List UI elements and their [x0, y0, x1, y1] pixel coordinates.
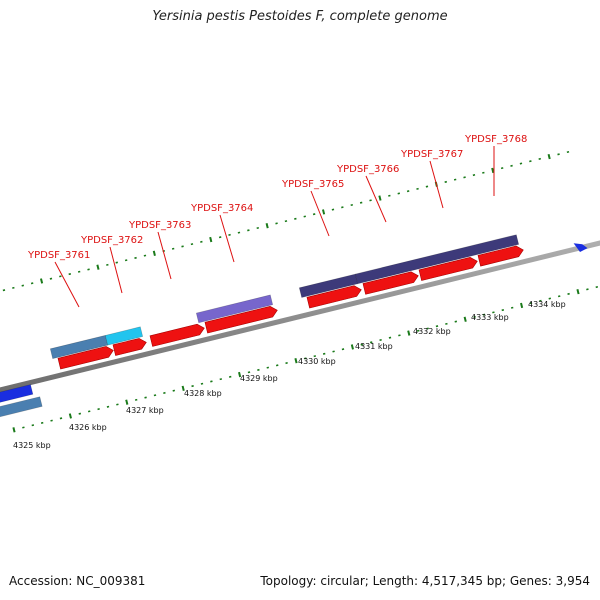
outer-tick-major: [491, 167, 495, 174]
scale-label: 4332 kbp: [413, 327, 451, 336]
gene-bar-left-steel: [0, 396, 43, 418]
scale-label: 4330 kbp: [298, 357, 336, 366]
cds-arrow: [362, 271, 419, 295]
cds-arrow: [477, 245, 524, 267]
inner-tick-major: [576, 288, 580, 295]
leader-line: [365, 175, 387, 223]
inner-tick-major: [350, 344, 354, 350]
cds-arrow: [306, 285, 362, 309]
scale-ticks-outer: [2, 150, 570, 292]
scale-ticks-inner: [12, 285, 599, 433]
gene-label: YPDSF_3763: [128, 220, 191, 231]
inner-tick-major: [463, 316, 467, 322]
inner-tick-major: [181, 385, 185, 392]
outer-tick-major: [265, 223, 269, 229]
leader-line: [109, 246, 123, 294]
gene-features: [0, 234, 588, 418]
inner-tick-major: [407, 330, 411, 336]
leader-line: [429, 160, 444, 209]
topology-text: Topology: circular; Length: 4,517,345 bp…: [260, 574, 590, 588]
scale-label: 4331 kbp: [355, 342, 393, 351]
scale-label: 4326 kbp: [69, 423, 107, 432]
outer-tick-major: [547, 153, 551, 160]
scale-labels: 4325 kbp 4326 kbp 4327 kbp 4328 kbp 4329 kbp…: [13, 300, 566, 450]
scale-label: 4334 kbp: [528, 300, 566, 309]
cds-features: [57, 245, 524, 370]
scale-label: 4327 kbp: [126, 406, 164, 415]
scale-label: 4325 kbp: [13, 441, 51, 450]
gene-arrow-right: [573, 243, 588, 252]
leader-line: [310, 190, 330, 237]
outer-tick-major: [209, 236, 213, 243]
gene-label: YPDSF_3764: [190, 203, 253, 214]
cds-arrow: [57, 346, 114, 370]
gene-bar-3766-3768: [354, 234, 520, 285]
gene-label: YPDSF_3767: [400, 149, 463, 160]
backbone-line: [0, 240, 600, 393]
gene-bar-3762: [104, 326, 144, 346]
leader-line: [54, 261, 80, 308]
label-leaders: [54, 146, 495, 308]
cds-arrow: [204, 305, 278, 334]
gene-label: YPDSF_3766: [336, 164, 399, 175]
scale-label: 4329 kbp: [240, 374, 278, 383]
outer-tick-major: [96, 264, 100, 270]
inner-tick-major: [294, 358, 298, 364]
outer-tick-major: [152, 250, 156, 257]
inner-tick-major: [68, 413, 72, 419]
gene-label: YPDSF_3768: [464, 134, 527, 145]
inner-tick-major: [238, 371, 242, 378]
backbone-layer: [0, 240, 600, 393]
gene-label: YPDSF_3765: [281, 179, 344, 190]
accession-text: Accession: NC_009381: [9, 574, 146, 588]
outer-tick-major: [39, 278, 44, 284]
cds-arrow: [418, 256, 478, 281]
leader-line: [157, 231, 172, 280]
gene-label: YPDSF_3761: [27, 250, 90, 261]
inner-tick-major: [520, 302, 524, 309]
gene-bar-left-blue: [0, 384, 34, 403]
gene-label: YPDSF_3762: [80, 235, 143, 246]
inner-tick-major: [12, 427, 16, 433]
inner-tick-major: [125, 399, 129, 405]
gene-bar-3764: [195, 294, 274, 324]
map-title: Yersinia pestis Pestoides F, complete ge…: [152, 9, 448, 24]
cds-arrow: [112, 338, 147, 356]
outer-tick-major: [378, 195, 382, 201]
cds-arrow: [149, 323, 205, 347]
scale-label: 4333 kbp: [471, 313, 509, 322]
leader-line: [219, 214, 235, 263]
scale-label: 4328 kbp: [184, 389, 222, 398]
gene-labels: YPDSF_3761 YPDSF_3762 YPDSF_3763 YPDSF_3764…: [27, 134, 527, 261]
outer-tick-major: [321, 209, 326, 215]
